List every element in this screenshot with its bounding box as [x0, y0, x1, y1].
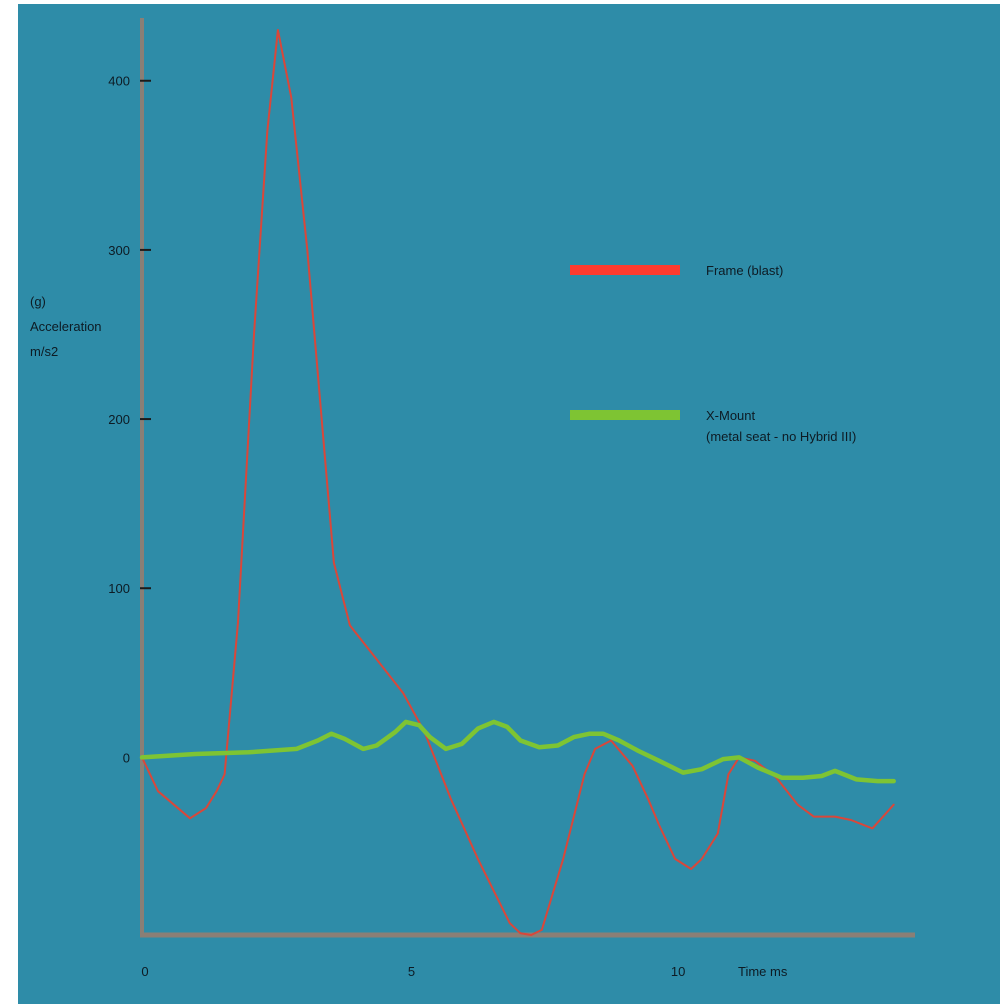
legend-label-x-mount: X-Mount	[706, 408, 756, 423]
series-line-x-mount	[139, 719, 896, 784]
legend-label-x-mount: (metal seat - no Hybrid III)	[706, 429, 856, 444]
legend-swatch-frame-blast	[570, 265, 680, 275]
legend-swatch-x-mount	[570, 410, 680, 420]
x-axis-ticks: 0 5 10	[141, 964, 685, 979]
y-tick-label: 400	[108, 74, 130, 89]
series-line-frame-blast	[141, 29, 895, 936]
chart-panel: (g) Acceleration m/s2 0 100 200 300 400 0 5 10…	[18, 4, 1000, 1004]
y-axis-title-line-3: m/s2	[30, 344, 58, 359]
y-tick-label: 0	[123, 750, 130, 765]
line-chart: (g) Acceleration m/s2 0 100 200 300 400 0 5 10…	[30, 18, 915, 979]
legend-label-frame-blast: Frame (blast)	[706, 263, 783, 278]
y-axis-title: (g) Acceleration m/s2	[30, 294, 102, 359]
series-group	[139, 29, 896, 936]
legend: Frame (blast) X-Mount (metal seat - no Hyb…	[570, 263, 856, 444]
x-tick-label: 0	[141, 964, 148, 979]
y-axis-title-line-2: Acceleration	[30, 319, 102, 334]
x-axis-title: Time ms	[738, 964, 788, 979]
y-tick-label: 100	[108, 581, 130, 596]
y-axis-ticks: 0 100 200 300 400	[108, 74, 151, 765]
y-tick-label: 200	[108, 412, 130, 427]
axes	[140, 18, 915, 938]
x-tick-label: 10	[671, 964, 685, 979]
x-tick-label: 5	[408, 964, 415, 979]
y-tick-label: 300	[108, 243, 130, 258]
y-axis-title-line-1: (g)	[30, 294, 46, 309]
